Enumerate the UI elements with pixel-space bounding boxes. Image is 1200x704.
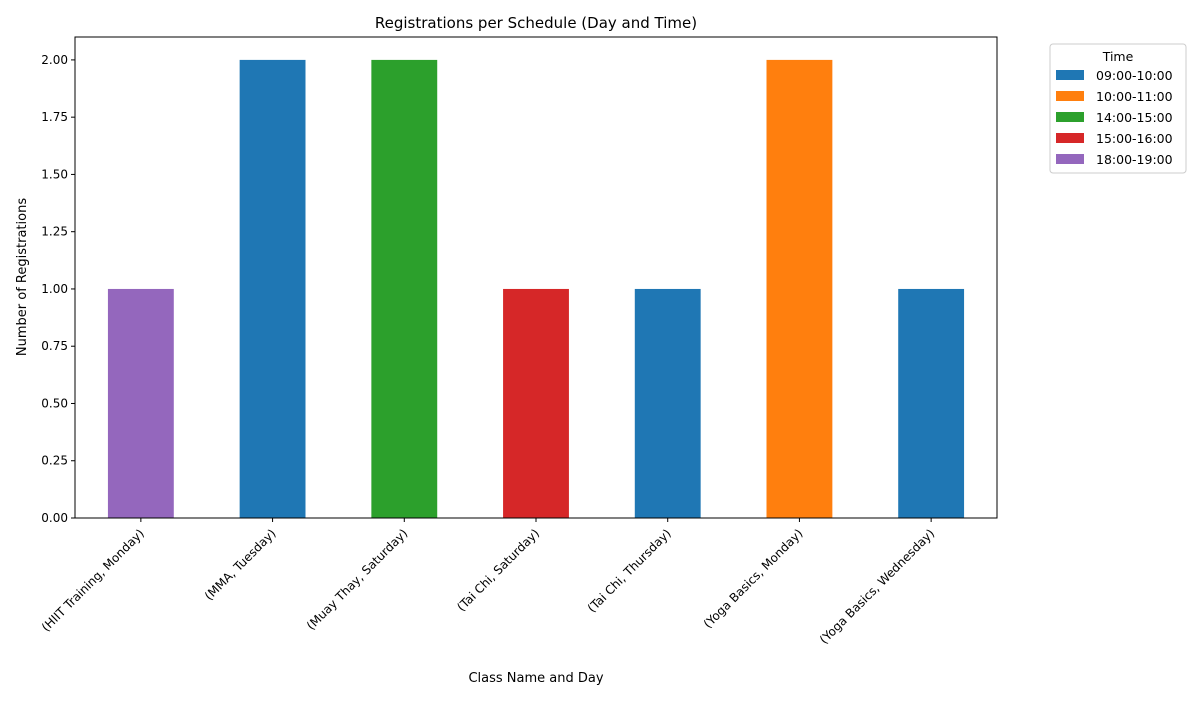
y-tick-label-8: 2.00	[41, 53, 68, 67]
bar-1-5	[766, 59, 833, 519]
legend-label-0: 09:00-10:00	[1096, 68, 1173, 83]
legend: Time 09:00-10:00 10:00-11:00 14:00-15:00 15…	[1049, 43, 1187, 174]
x-tick-label-0: (HIIT Training, Monday)	[39, 526, 147, 634]
y-tick-label-1: 0.25	[41, 454, 68, 468]
legend-swatch-2	[1056, 112, 1084, 122]
x-tick-label-6: (Yoga Basics, Wednesday)	[817, 526, 937, 646]
legend-title: Time	[1102, 49, 1134, 64]
y-tick-label-7: 1.75	[41, 110, 68, 124]
x-tick-label-5: (Yoga Basics, Monday)	[701, 526, 806, 631]
y-tick-label-2: 0.50	[41, 396, 68, 410]
bar-0-1	[239, 59, 306, 519]
bar-0-6	[898, 288, 965, 518]
chart-title: Registrations per Schedule (Day and Time…	[375, 14, 697, 32]
x-tick-label-4: (Tai Chi, Thursday)	[585, 526, 674, 615]
legend-swatch-1	[1056, 91, 1084, 101]
y-tick-label-0: 0.00	[41, 511, 68, 525]
legend-label-1: 10:00-11:00	[1096, 89, 1173, 104]
y-tick-label-3: 0.75	[41, 339, 68, 353]
y-tick-label-4: 1.00	[41, 282, 68, 296]
y-axis-label: Number of Registrations	[15, 198, 30, 356]
x-tick-label-2: (Muay Thay, Saturday)	[304, 526, 411, 633]
legend-swatch-0	[1056, 70, 1084, 80]
x-tick-label-3: (Tai Chi, Saturday)	[454, 526, 542, 614]
bar-0-4	[634, 288, 701, 518]
legend-swatch-3	[1056, 133, 1084, 143]
legend-label-4: 18:00-19:00	[1096, 152, 1173, 167]
x-axis-label: Class Name and Day	[468, 671, 603, 686]
bar-4-0	[107, 288, 174, 518]
bar-2-2	[371, 59, 438, 519]
y-tick-label-6: 1.50	[41, 167, 68, 181]
bar-3-3	[503, 288, 569, 518]
y-tick-label-5: 1.25	[41, 225, 68, 239]
bars-layer	[107, 59, 965, 519]
legend-label-3: 15:00-16:00	[1096, 131, 1173, 146]
legend-label-2: 14:00-15:00	[1096, 110, 1173, 125]
legend-swatch-4	[1056, 154, 1084, 164]
x-tick-label-1: (MMA, Tuesday)	[202, 526, 279, 603]
